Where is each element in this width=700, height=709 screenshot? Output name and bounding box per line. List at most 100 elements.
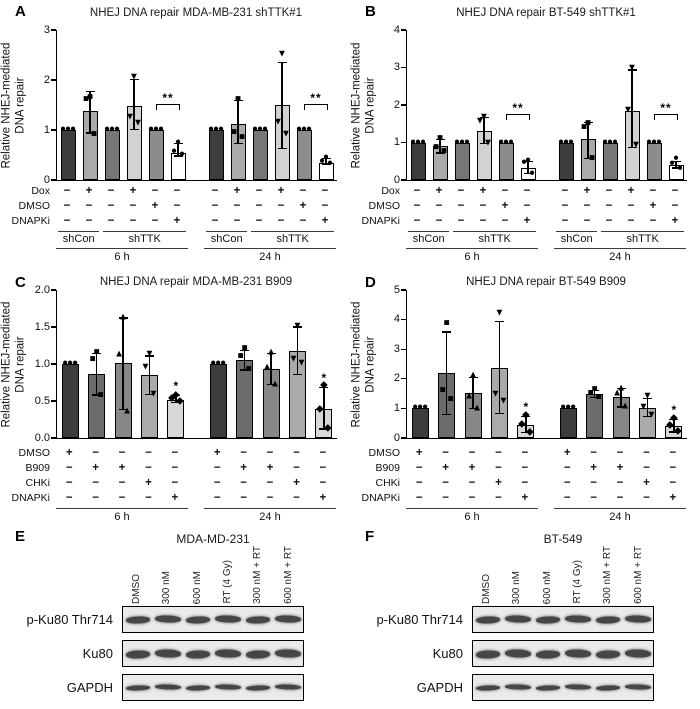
treatment-row: CHKi − − − + − − − − + − [0, 476, 336, 491]
group-underline-label: shCon [556, 231, 598, 247]
treatment-sign: − [211, 185, 219, 197]
treatment-sign: − [211, 215, 219, 227]
treatment-sign: − [145, 492, 152, 504]
data-point: ■ [245, 363, 252, 375]
sign-grid: + − − − − + − − − − [406, 446, 686, 461]
time-underline-label: 24 h [204, 248, 336, 266]
treatment-sign: − [255, 215, 263, 227]
error-bar-cap-bottom [671, 167, 681, 169]
treatment-sign: − [590, 477, 597, 489]
treatment-row: DNAPKi − − − − − + − − − − − + [0, 214, 336, 229]
blot-band-cell [563, 684, 593, 690]
treatment-sign: + [590, 462, 597, 474]
treatment-sign: − [468, 477, 476, 489]
y-tick-mark [401, 437, 406, 439]
error-bar-cap-top [442, 331, 452, 333]
treatment-sign: − [457, 215, 465, 227]
lane-label-cell: 300 nM [502, 544, 532, 604]
group-underline-label: shTTK [601, 231, 684, 247]
treatment-sign: − [649, 215, 657, 227]
treatment-sign: − [671, 200, 679, 212]
sign-grid: − + + − − − + + − − [56, 461, 336, 476]
error-bar [527, 160, 529, 175]
chart-area: Relative NHEJ-mediated DNA repair 0 1 2 3 ● ● ● ■… [0, 0, 350, 268]
blot-band [214, 615, 242, 623]
bar-column: ◆ ◆ ◆ * [661, 290, 687, 438]
bar-column: ▼ ▼ ▼ [136, 290, 162, 438]
significance-label: ** [512, 101, 524, 116]
error-bar-cap-bottom [627, 146, 637, 149]
error-bar-cap-top [240, 349, 250, 352]
blot-band [564, 615, 592, 623]
sign-group: − + + − − [406, 461, 538, 476]
data-point: ■ [591, 383, 598, 395]
treatment-sign: + [521, 492, 529, 504]
error-bar-cap-bottom [129, 128, 139, 130]
error-bar-cap-bottom [669, 431, 679, 433]
data-point: ● [212, 123, 220, 135]
blot-lane-label: RT (4 Gy) [572, 560, 584, 604]
y-axis-label: Relative NHEJ-mediated DNA repair [0, 11, 27, 201]
bar-column: ■ ■ ■ [83, 290, 109, 438]
time-underline-label: 24 h [554, 508, 686, 526]
blot-box [472, 606, 654, 633]
treatment-row: DNAPKi − − − − − + − − − − − + [350, 214, 686, 229]
treatment-sign: − [118, 477, 126, 489]
group-underline-label: shCon [206, 231, 248, 247]
blot-band-cell [533, 649, 563, 659]
lane-label-row: DMSO 300 nM 600 nM RT (4 Gy) 300 nM + RT 600 … [122, 544, 304, 604]
blot-band [274, 648, 302, 658]
data-point: ● [601, 136, 609, 147]
treatment-sign: + [299, 200, 307, 212]
blot-band [245, 685, 271, 691]
error-bar [270, 352, 272, 386]
blot-band [154, 648, 182, 658]
bar-column: ● ● ● [555, 290, 581, 438]
data-point: ● [417, 401, 424, 413]
bar-column: ▲ ▲ ▲ [110, 290, 136, 438]
bar [559, 408, 577, 438]
treatment-sign: − [107, 200, 115, 212]
bar-column: ● ● ● [643, 30, 665, 180]
data-point: ■ [90, 128, 98, 140]
blot-lane-label: 300 nM + RT [602, 546, 614, 604]
significance-label: ** [162, 91, 174, 105]
error-bar-cap-top [277, 61, 287, 63]
bar [104, 130, 120, 180]
treatment-sign: − [669, 462, 677, 474]
group-label-row: shCon shTTK shCon shTTK [406, 231, 686, 247]
error-bar [631, 69, 633, 149]
treatment-sign: − [435, 200, 443, 212]
treatment-row: Dox − + − + − − − + − + − − [350, 184, 686, 199]
blot-band [564, 684, 592, 690]
treatment-row-label: DMSO [368, 200, 401, 212]
blot-band [535, 649, 561, 659]
blot-row-label: GAPDH [66, 680, 113, 695]
bar-column: ■ ■ ■ [577, 30, 599, 180]
bar-column: ■ ■ ■ [581, 290, 607, 438]
treatment-sign: + [277, 185, 285, 197]
treatment-sign: + [129, 185, 137, 197]
blot-band-cell [243, 649, 273, 659]
data-point: ◆ [167, 392, 176, 404]
treatment-sign: − [627, 215, 635, 227]
treatment-sign: − [415, 462, 423, 474]
blot-band-cell [533, 685, 563, 691]
treatment-row-label: CHKi [25, 477, 50, 489]
bar-group: ● ● ● ■ ■ ■ ● ● ● ▼ ▼ ▼ ● ● ● ● ● ● ** [555, 30, 687, 180]
treatment-row: DMSO − − − − + − − − − − + − [0, 199, 336, 214]
y-tick-mark [51, 29, 56, 31]
error-bar-cap-bottom [118, 408, 128, 410]
data-point: ● [453, 136, 461, 147]
treatment-sign: − [413, 200, 421, 212]
treatment-sign: + [523, 215, 531, 227]
treatment-sign: − [415, 477, 423, 489]
panel-letter: E [15, 528, 26, 545]
time-label-row: 6 h 24 h [56, 508, 336, 526]
data-point: ▼ [281, 128, 291, 140]
treatment-sign: + [118, 462, 126, 474]
error-bar [95, 352, 98, 396]
blot-band [595, 685, 621, 691]
data-point: ▲ [472, 402, 482, 414]
data-point: ▲ [114, 348, 124, 360]
